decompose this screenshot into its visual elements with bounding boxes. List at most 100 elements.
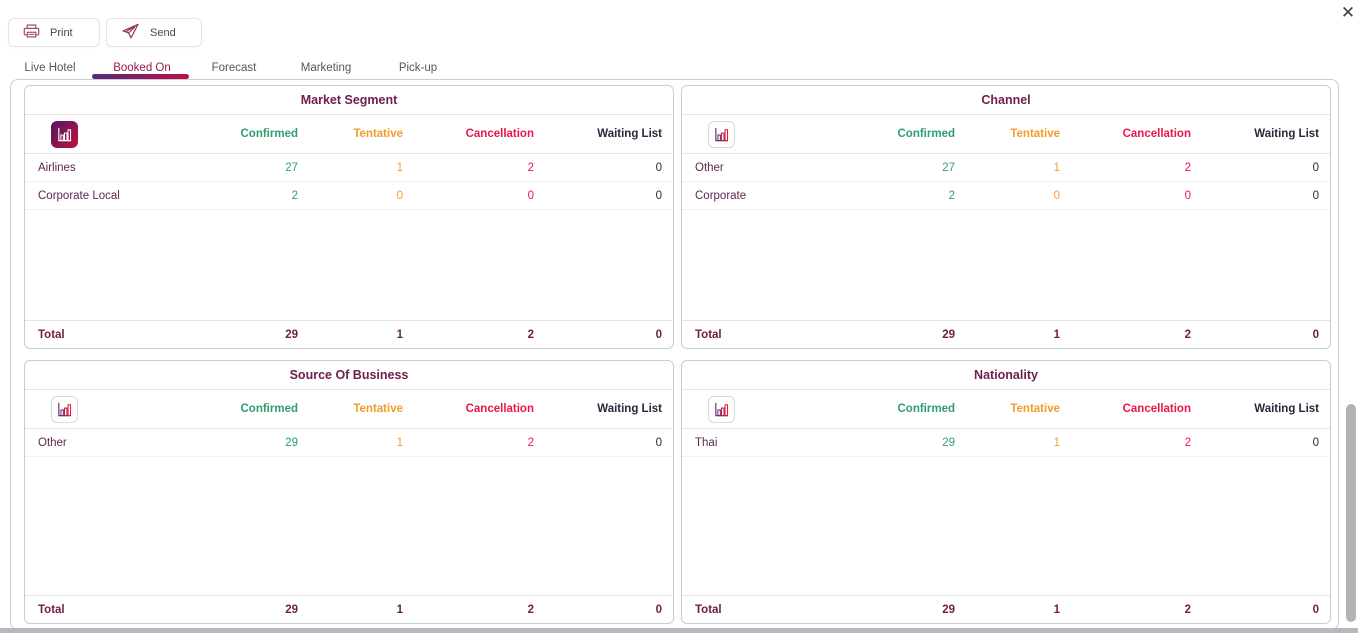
total-label: Total [695, 328, 722, 341]
panels-container: Market Segment [10, 79, 1339, 630]
panel-title: Nationality [682, 361, 1330, 390]
bar-chart-icon[interactable] [51, 395, 78, 423]
cell-tentative: 0 [1053, 189, 1060, 202]
row-label: Other [695, 161, 724, 174]
cell-tentative: 1 [1053, 161, 1060, 174]
cell-tentative: 1 [1053, 436, 1060, 449]
total-cancellation: 2 [527, 603, 534, 616]
close-icon[interactable]: ✕ [1340, 3, 1356, 22]
cell-cancellation: 0 [1184, 189, 1191, 202]
report-tabs: Live Hotel Booked On Forecast Marketing … [4, 58, 464, 86]
column-header-confirmed: Confirmed [240, 128, 299, 140]
print-button[interactable]: Print [8, 18, 100, 47]
table-row: Airlines 27 1 2 0 [25, 154, 673, 182]
cell-cancellation: 2 [527, 436, 534, 449]
cell-waiting: 0 [655, 161, 662, 174]
cell-waiting: 0 [655, 436, 662, 449]
table-row: Corporate Local 2 0 0 0 [25, 182, 673, 210]
send-button[interactable]: Send [106, 18, 202, 47]
active-tab-indicator [92, 74, 189, 79]
panel-title: Market Segment [25, 86, 673, 115]
table-header-row: Confirmed Tentative Cancellation Waiting… [25, 115, 673, 154]
total-tentative: 1 [1053, 603, 1060, 616]
tab-live-hotel[interactable]: Live Hotel [24, 62, 76, 74]
cell-waiting: 0 [1312, 436, 1319, 449]
horizontal-scrollbar[interactable] [0, 628, 1358, 633]
table-header-row: Confirmed Tentative Cancellation Waiting… [25, 390, 673, 429]
table-header-row: Confirmed Tentative Cancellation Waiting… [682, 115, 1330, 154]
column-header-cancellation: Cancellation [1122, 128, 1191, 140]
total-label: Total [695, 603, 722, 616]
table-row: Thai 29 1 2 0 [682, 429, 1330, 457]
total-waiting-list: 0 [655, 603, 662, 616]
column-header-cancellation: Cancellation [465, 403, 534, 415]
total-row: Total 29 1 2 0 [25, 595, 673, 623]
table-row: Other 29 1 2 0 [25, 429, 673, 457]
total-tentative: 1 [396, 603, 403, 616]
total-confirmed: 29 [942, 328, 955, 341]
total-confirmed: 29 [285, 328, 298, 341]
total-cancellation: 2 [1184, 328, 1191, 341]
print-button-label: Print [50, 26, 73, 39]
send-button-label: Send [150, 26, 176, 39]
column-header-confirmed: Confirmed [240, 403, 299, 415]
total-cancellation: 2 [527, 328, 534, 341]
tab-booked-on[interactable]: Booked On [113, 62, 171, 74]
cell-confirmed: 27 [942, 161, 955, 174]
cell-waiting: 0 [1312, 189, 1319, 202]
total-row: Total 29 1 2 0 [25, 320, 673, 348]
cell-waiting: 0 [655, 189, 662, 202]
vertical-scrollbar[interactable] [1346, 404, 1356, 622]
cell-confirmed: 29 [285, 436, 298, 449]
panel-title: Source Of Business [25, 361, 673, 390]
tab-marketing[interactable]: Marketing [300, 62, 352, 74]
column-header-tentative: Tentative [353, 128, 403, 140]
bar-chart-icon[interactable] [708, 395, 735, 423]
summary-panel: Nationality [681, 360, 1331, 624]
cell-cancellation: 2 [1184, 161, 1191, 174]
row-label: Other [38, 436, 67, 449]
cell-waiting: 0 [1312, 161, 1319, 174]
total-cancellation: 2 [1184, 603, 1191, 616]
cell-confirmed: 2 [948, 189, 955, 202]
paper-plane-icon [121, 23, 140, 42]
total-waiting-list: 0 [1312, 328, 1319, 341]
column-header-waiting-list: Waiting List [1254, 403, 1319, 415]
table-header-row: Confirmed Tentative Cancellation Waiting… [682, 390, 1330, 429]
cell-confirmed: 27 [285, 161, 298, 174]
table-row: Other 27 1 2 0 [682, 154, 1330, 182]
total-tentative: 1 [1053, 328, 1060, 341]
bar-chart-icon[interactable] [51, 120, 78, 148]
column-header-waiting-list: Waiting List [597, 403, 662, 415]
column-header-waiting-list: Waiting List [1254, 128, 1319, 140]
table-row: Corporate 2 0 0 0 [682, 182, 1330, 210]
cell-confirmed: 2 [291, 189, 298, 202]
total-confirmed: 29 [942, 603, 955, 616]
total-label: Total [38, 328, 65, 341]
summary-panel: Market Segment [24, 85, 674, 349]
column-header-confirmed: Confirmed [897, 128, 956, 140]
cell-tentative: 1 [396, 161, 403, 174]
summary-panel: Channel C [681, 85, 1331, 349]
row-label: Airlines [38, 161, 76, 174]
total-tentative: 1 [396, 328, 403, 341]
cell-cancellation: 2 [527, 161, 534, 174]
cell-cancellation: 2 [1184, 436, 1191, 449]
printer-icon [23, 24, 40, 41]
tab-pick-up[interactable]: Pick-up [398, 62, 438, 74]
row-label: Thai [695, 436, 718, 449]
total-waiting-list: 0 [655, 328, 662, 341]
cell-tentative: 1 [396, 436, 403, 449]
summary-panel: Source Of Business [24, 360, 674, 624]
total-row: Total 29 1 2 0 [682, 320, 1330, 348]
column-header-tentative: Tentative [1010, 128, 1060, 140]
column-header-cancellation: Cancellation [465, 128, 534, 140]
cell-cancellation: 0 [527, 189, 534, 202]
total-label: Total [38, 603, 65, 616]
total-confirmed: 29 [285, 603, 298, 616]
panel-title: Channel [682, 86, 1330, 115]
bar-chart-icon[interactable] [708, 120, 735, 148]
column-header-tentative: Tentative [1010, 403, 1060, 415]
tab-forecast[interactable]: Forecast [211, 62, 257, 74]
